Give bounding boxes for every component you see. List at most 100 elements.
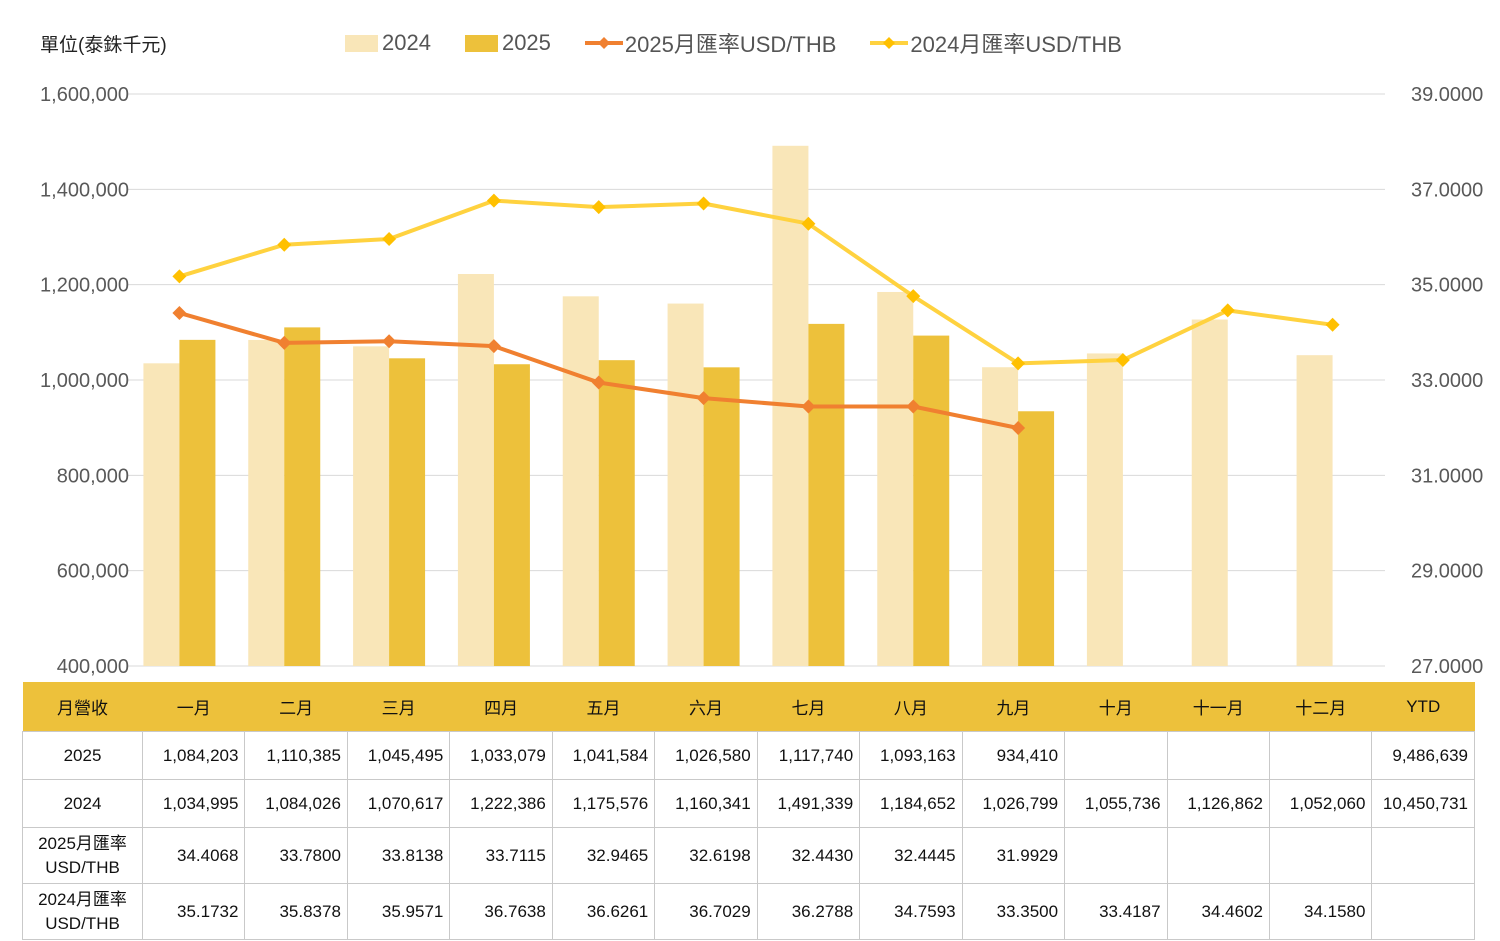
- y-right-tick-label: 33.0000: [1411, 370, 1483, 392]
- table-cell: 1,160,341: [654, 779, 758, 828]
- table-cell: 33.8138: [346, 827, 451, 884]
- table-cell: 32.9465: [551, 827, 656, 884]
- table-cell: [1371, 827, 1475, 884]
- bar-2025: [284, 327, 321, 666]
- marker-2024月匯率USD/THB: [1325, 317, 1340, 332]
- table-cell: 1,175,576: [551, 779, 656, 828]
- table-row-2025-rate: 2025月匯率 USD/THB 34.4068 33.7800 33.8138 3…: [22, 827, 1475, 884]
- row-label: 2024: [22, 779, 143, 828]
- marker-2025月匯率USD/THB: [696, 391, 711, 406]
- bar-2024: [248, 339, 285, 666]
- table-cell: [1268, 827, 1373, 884]
- y-right-tick-label: 37.0000: [1411, 179, 1483, 201]
- table-cell: [1064, 827, 1168, 884]
- table-cell: 1,070,617: [346, 779, 451, 828]
- bar-2024: [353, 346, 390, 666]
- table-header-cell: 七月: [757, 682, 860, 732]
- table-cell: 35.1732: [141, 883, 246, 940]
- line-2024月匯率USD/THB: [178, 198, 1333, 366]
- y-left-tick-label: 1,200,000: [40, 275, 129, 297]
- table-cell: 36.7638: [449, 883, 553, 940]
- bar-2024: [877, 291, 914, 666]
- legend-swatch-2025-rate: [584, 37, 623, 49]
- table-header-cell: 二月: [244, 682, 348, 732]
- table-cell: [1166, 827, 1270, 884]
- marker-2024月匯率USD/THB: [172, 269, 187, 284]
- bar-2025: [179, 339, 216, 666]
- y-right-tick-label: 31.0000: [1411, 465, 1483, 487]
- y-left-tick-label: 1,600,000: [40, 84, 129, 106]
- table-cell: 1,084,203: [141, 731, 246, 780]
- marker-2024月匯率USD/THB: [591, 200, 606, 215]
- row-label-line1: 2024月匯率: [38, 889, 127, 909]
- table-cell: 33.7115: [449, 827, 553, 884]
- legend-swatch-2024-rate: [870, 37, 909, 49]
- table-header-cell: 五月: [552, 682, 655, 732]
- table-cell: 1,491,339: [756, 779, 861, 828]
- bar-2025: [493, 364, 530, 666]
- y-right-tick-label: 35.0000: [1411, 275, 1483, 297]
- bar-2024: [457, 273, 494, 666]
- bar-2024: [143, 363, 180, 666]
- table-header-cell: 六月: [654, 682, 758, 732]
- table-header-cell: 月營收: [22, 682, 143, 732]
- table-cell: 1,117,740: [756, 731, 861, 780]
- table-cell: 32.4430: [756, 827, 861, 884]
- legend-label-2025: 2025: [501, 30, 551, 55]
- legend-item-2024-rate: 2024月匯率USD/THB: [870, 27, 1122, 59]
- data-table: 月營收 一月 二月 三月 四月 五月 六月 七月 八月 九月 十月 十一月 十二…: [22, 682, 1475, 940]
- y-left-tick-label: 600,000: [57, 561, 129, 583]
- table-cell: 1,052,060: [1268, 779, 1373, 828]
- row-label: 2025月匯率 USD/THB: [22, 827, 143, 884]
- marker-2024月匯率USD/THB: [696, 196, 711, 211]
- table-header-cell: 八月: [859, 682, 963, 732]
- y-left-tick-label: 400,000: [57, 656, 129, 678]
- table-cell: 34.1580: [1268, 883, 1373, 940]
- table-cell: 34.7593: [859, 883, 963, 940]
- bar-2024: [1296, 355, 1333, 666]
- marker-2025月匯率USD/THB: [382, 334, 397, 349]
- table-header-cell: 四月: [449, 682, 553, 732]
- table-cell: 1,026,799: [961, 779, 1066, 828]
- marker-2025月匯率USD/THB: [486, 339, 501, 354]
- marker-2025月匯率USD/THB: [906, 399, 921, 414]
- row-label-line2: USD/THB: [45, 857, 120, 877]
- legend-item-2024: 2024: [345, 30, 431, 56]
- table-cell: 1,034,995: [141, 779, 246, 828]
- table-cell: 1,041,584: [551, 731, 656, 780]
- legend-item-2025: 2025: [464, 30, 551, 56]
- table-cell: 1,093,163: [859, 731, 963, 780]
- legend-swatch-2024: [345, 34, 378, 52]
- row-label: 2025: [22, 731, 143, 780]
- table-header-row: 月營收 一月 二月 三月 四月 五月 六月 七月 八月 九月 十月 十一月 十二…: [22, 682, 1475, 732]
- bar-2024: [1191, 319, 1228, 666]
- bar-2025: [598, 360, 635, 666]
- y-right-tick-label: 39.0000: [1411, 84, 1483, 106]
- y-right-tick-label: 27.0000: [1411, 656, 1483, 678]
- marker-2024月匯率USD/THB: [382, 232, 397, 247]
- row-label-line2: USD/THB: [45, 913, 120, 933]
- row-label: 2024月匯率 USD/THB: [22, 883, 143, 940]
- table-cell: 1,026,580: [654, 731, 758, 780]
- table-header-cell: YTD: [1371, 682, 1475, 732]
- table-header-cell: 九月: [962, 682, 1065, 732]
- table-cell: 33.4187: [1064, 883, 1168, 940]
- table-cell: 1,033,079: [449, 731, 553, 780]
- combo-chart: 400,000 600,000 800,000 1,000,000 1,200,000 1…: [40, 84, 1483, 678]
- table-cell: 31.9929: [961, 827, 1066, 884]
- legend-label-2024: 2024: [382, 30, 431, 55]
- table-header-cell: 三月: [347, 682, 450, 732]
- table-cell: 34.4602: [1166, 883, 1270, 940]
- table-header-cell: 一月: [142, 682, 245, 732]
- marker-2024月匯率USD/THB: [801, 216, 816, 231]
- table-cell: [1064, 731, 1168, 780]
- table-cell: 33.7800: [244, 827, 348, 884]
- legend-label-2025-rate: 2025月匯率USD/THB: [624, 32, 837, 57]
- marker-2024月匯率USD/THB: [1011, 356, 1026, 371]
- row-label-line1: 2025月匯率: [38, 833, 127, 853]
- table-cell: 33.3500: [961, 883, 1066, 940]
- marker-2025月匯率USD/THB: [1011, 421, 1026, 436]
- legend-item-2025-rate: 2025月匯率USD/THB: [584, 27, 837, 59]
- legend-swatch-2025: [464, 34, 498, 52]
- table-cell: [1166, 731, 1270, 780]
